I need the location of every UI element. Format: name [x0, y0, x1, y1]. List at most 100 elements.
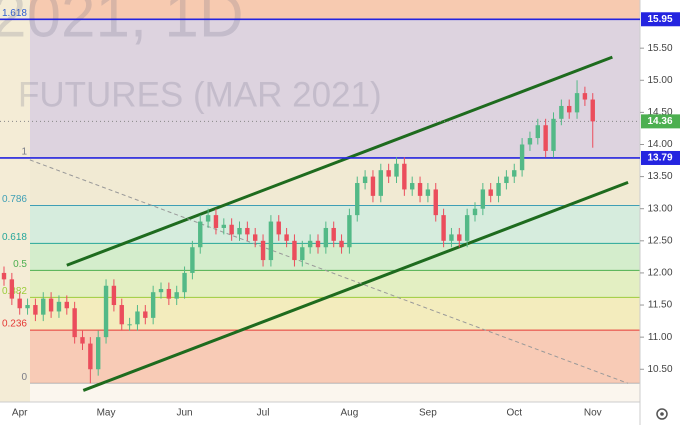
x-axis-panel [0, 402, 640, 425]
candle-body [519, 144, 525, 171]
candle-body [347, 215, 352, 248]
fib-level-label: 1 [21, 147, 27, 158]
candle-body [527, 138, 533, 145]
candle-body [182, 272, 187, 293]
candle-body [582, 93, 588, 100]
candle-body [25, 305, 30, 309]
y-tick-label: 15.50 [647, 43, 672, 54]
x-tick-label: Jul [257, 408, 270, 419]
candle-body [135, 311, 140, 325]
candle-body [394, 163, 399, 177]
candle-body [504, 176, 509, 184]
x-tick-label: Apr [12, 408, 28, 419]
candle-body [292, 240, 297, 261]
y-tick-label: 11.50 [648, 300, 673, 311]
candle-body [56, 301, 62, 312]
candle-body [590, 99, 595, 122]
candle-body [331, 227, 336, 241]
y-tick-label: 11.00 [648, 332, 673, 343]
candle-body [378, 170, 383, 196]
x-tick-label: May [97, 408, 116, 419]
candle-body [150, 292, 156, 318]
watermark-subtitle: FUTURES (MAR 2021) [18, 75, 382, 114]
y-tick-label: 10.50 [647, 364, 672, 375]
candle-body [260, 240, 266, 261]
y-tick-label: 14.00 [647, 139, 672, 150]
candle-body [213, 215, 219, 228]
candle-body [103, 285, 109, 338]
fib-band [30, 243, 640, 271]
candle-body [41, 298, 46, 315]
last-price-tag [641, 114, 680, 129]
candle-body [88, 343, 93, 370]
candle-body [480, 189, 486, 209]
candle-body [237, 227, 242, 235]
fib-band [30, 157, 640, 206]
candle-body [355, 183, 360, 216]
candle-body [17, 298, 22, 309]
candle-body [245, 227, 250, 235]
candle-body [496, 183, 501, 196]
settings-icon[interactable] [656, 408, 668, 420]
candle-body [488, 189, 493, 196]
candle-body [166, 288, 172, 299]
candle-body [268, 221, 274, 261]
candle-body [543, 125, 548, 151]
fib-level-label: 1.618 [2, 8, 27, 19]
x-tick-label: Sep [419, 408, 437, 419]
candle-body [535, 125, 540, 139]
candle-body [362, 176, 368, 184]
gear-ring [656, 408, 668, 420]
candle-body [323, 227, 329, 248]
candle-body [229, 224, 234, 235]
candle-body [433, 189, 438, 216]
candle-body [559, 105, 564, 119]
x-tick-label: Jun [176, 408, 192, 419]
candle-body [472, 208, 478, 216]
candle-body [48, 298, 54, 312]
fib-band [30, 0, 640, 20]
candle-body [72, 308, 77, 338]
fib-level-label: 0 [21, 372, 27, 383]
candle-body [221, 224, 226, 228]
price-tag [641, 12, 680, 27]
fib-level-label: 0.236 [2, 319, 27, 330]
candle-body [64, 301, 69, 309]
fib-level-label: 0.5 [13, 259, 27, 270]
candle-body [300, 247, 305, 261]
candle-body [1, 272, 7, 280]
candle-body [574, 93, 580, 113]
candle-body [457, 234, 462, 241]
candle-body [402, 163, 407, 190]
candle-body [111, 285, 117, 306]
trend-line [29, 159, 629, 384]
candle-body [198, 221, 203, 248]
candle-body [339, 240, 344, 248]
candle-body [441, 215, 446, 241]
y-tick-label: 15.00 [647, 75, 672, 86]
candle-body [425, 189, 431, 196]
x-tick-label: Oct [506, 408, 522, 419]
candle-body [158, 288, 164, 293]
below-fib [30, 383, 640, 402]
candle-body [386, 170, 391, 177]
candle-body [284, 234, 289, 241]
y-tick-label: 12.50 [647, 235, 672, 246]
x-tick-label: Aug [341, 408, 359, 419]
candle-body [143, 311, 148, 318]
price-tag [641, 150, 680, 165]
candle-body [307, 240, 313, 248]
candle-body [190, 247, 195, 273]
y-tick-label: 12.00 [647, 268, 672, 279]
fib-level-label: 0.382 [2, 286, 27, 297]
candle-body [449, 234, 454, 241]
candle-body [96, 337, 101, 370]
y-tick-label: 14.50 [647, 107, 672, 118]
watermark-title: 2021, 1D [0, 0, 244, 50]
trend-line [66, 55, 613, 267]
candle-body [80, 337, 85, 344]
candle-body [33, 305, 38, 315]
candle-body [512, 170, 517, 177]
fib-level-label: 0.786 [2, 194, 27, 205]
